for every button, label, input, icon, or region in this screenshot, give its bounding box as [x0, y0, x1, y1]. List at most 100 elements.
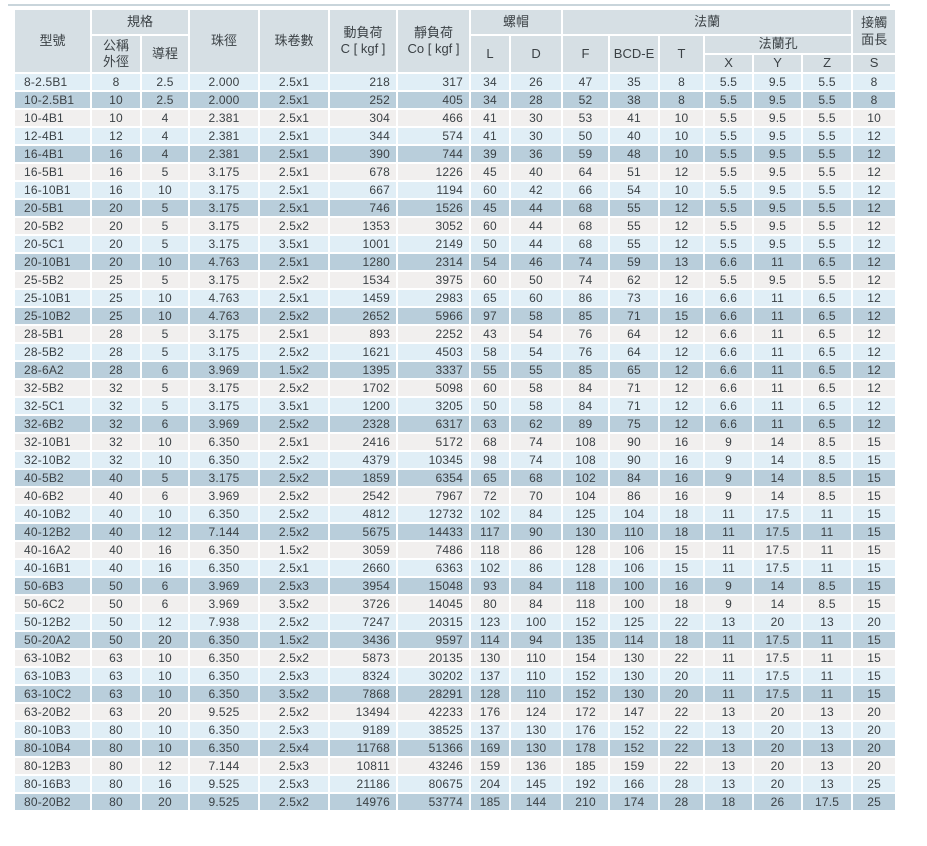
cell: 11	[754, 308, 804, 326]
table-row: 28-5B2 28 5 3.175 2.5x2 1621 4503 58 54 76 64 12 6.6…	[15, 344, 898, 362]
cell: 9.5	[754, 110, 804, 128]
table-row: 63-10C2 63 10 6.350 3.5x2 7868 28291 128 110 152 1…	[15, 686, 898, 704]
cell: 22	[660, 704, 706, 722]
cell: 130	[610, 650, 661, 668]
cell: 100	[511, 614, 564, 632]
cell: 9.525	[190, 776, 261, 794]
cell: 20	[92, 200, 142, 218]
cell: 11	[803, 506, 854, 524]
cell: 43	[471, 326, 512, 344]
cell: 3.175	[190, 470, 261, 488]
cell: 64	[610, 344, 661, 362]
cell: 32-6B2	[15, 416, 92, 434]
cell: 55	[610, 236, 661, 254]
cell: 36	[511, 146, 564, 164]
cell: 6	[142, 578, 191, 596]
cell: 44	[511, 200, 564, 218]
cell: 10345	[398, 452, 472, 470]
cell: 10	[142, 740, 191, 758]
cell: 11	[705, 650, 755, 668]
cell: 3.5x1	[260, 398, 331, 416]
cell: 2.5x4	[260, 740, 331, 758]
cell: 45	[471, 200, 512, 218]
cell: 12732	[398, 506, 472, 524]
cell: 40	[92, 470, 142, 488]
cell: 5	[142, 272, 191, 290]
cell: 6.6	[705, 254, 755, 272]
cell: 5172	[398, 434, 472, 452]
cell: 68	[563, 236, 611, 254]
cell: 55	[471, 362, 512, 380]
cell: 5	[142, 200, 191, 218]
table-row: 50-12B2 50 12 7.938 2.5x2 7247 20315 123 100 152 1…	[15, 614, 898, 632]
cell: 10	[142, 434, 191, 452]
cell: 65	[471, 470, 512, 488]
cell: 21186	[330, 776, 399, 794]
cell: 13	[803, 704, 854, 722]
cell: 40	[92, 506, 142, 524]
cell: 1621	[330, 344, 399, 362]
cell: 11	[803, 524, 854, 542]
header-nut-l: L	[471, 36, 512, 74]
cell: 12	[853, 344, 898, 362]
cell: 1.5x2	[260, 632, 331, 650]
cell: 11	[754, 362, 804, 380]
header-contact-s: S	[853, 55, 898, 74]
cell: 6.350	[190, 560, 261, 578]
cell: 12	[92, 128, 142, 146]
cell: 6.350	[190, 632, 261, 650]
cell: 4	[142, 110, 191, 128]
cell: 2.5x1	[260, 326, 331, 344]
table-row: 40-10B2 40 10 6.350 2.5x2 4812 12732 102 84 125 10…	[15, 506, 898, 524]
cell: 2.5x2	[260, 380, 331, 398]
cell: 40	[511, 164, 564, 182]
cell: 344	[330, 128, 399, 146]
cell: 6317	[398, 416, 472, 434]
cell: 8.5	[803, 488, 854, 506]
cell: 118	[563, 578, 611, 596]
cell: 50	[92, 632, 142, 650]
cell: 32-10B2	[15, 452, 92, 470]
cell: 20	[660, 668, 706, 686]
cell: 11	[803, 650, 854, 668]
cell: 9	[705, 488, 755, 506]
cell: 102	[563, 470, 611, 488]
cell: 8.5	[803, 578, 854, 596]
cell: 12	[853, 200, 898, 218]
cell: 252	[330, 92, 399, 110]
cell: 12	[853, 272, 898, 290]
cell: 11	[754, 290, 804, 308]
cell: 130	[511, 722, 564, 740]
cell: 6.5	[803, 290, 854, 308]
cell: 159	[610, 758, 661, 776]
cell: 16	[660, 488, 706, 506]
spec-table: 型號 規格 珠徑 珠卷數 動負荷 C [ kgf ] 靜負荷 Co [ kgf …	[15, 10, 898, 812]
cell: 10	[142, 668, 191, 686]
cell: 466	[398, 110, 472, 128]
cell: 8324	[330, 668, 399, 686]
cell: 30202	[398, 668, 472, 686]
header-nut-group: 螺帽	[471, 10, 564, 36]
cell: 3.175	[190, 326, 261, 344]
cell: 75	[610, 416, 661, 434]
cell: 3337	[398, 362, 472, 380]
table-row: 25-5B2 25 5 3.175 2.5x2 1534 3975 60 50 74 62 12 5.5…	[15, 272, 898, 290]
cell: 1526	[398, 200, 472, 218]
cell: 32-10B1	[15, 434, 92, 452]
cell: 12	[660, 218, 706, 236]
table-row: 25-10B1 25 10 4.763 2.5x1 1459 2983 65 60 86 73 16 6…	[15, 290, 898, 308]
cell: 166	[610, 776, 661, 794]
cell: 2314	[398, 254, 472, 272]
cell: 17.5	[803, 794, 854, 812]
cell: 50-12B2	[15, 614, 92, 632]
cell: 13	[803, 614, 854, 632]
cell: 13	[803, 776, 854, 794]
cell: 4379	[330, 452, 399, 470]
cell: 6.6	[705, 362, 755, 380]
cell: 10	[142, 254, 191, 272]
table-row: 40-16A2 40 16 6.350 1.5x2 3059 7486 118 86 128 106…	[15, 542, 898, 560]
cell: 59	[563, 146, 611, 164]
cell: 9.5	[754, 236, 804, 254]
cell: 7.938	[190, 614, 261, 632]
cell: 60	[471, 218, 512, 236]
